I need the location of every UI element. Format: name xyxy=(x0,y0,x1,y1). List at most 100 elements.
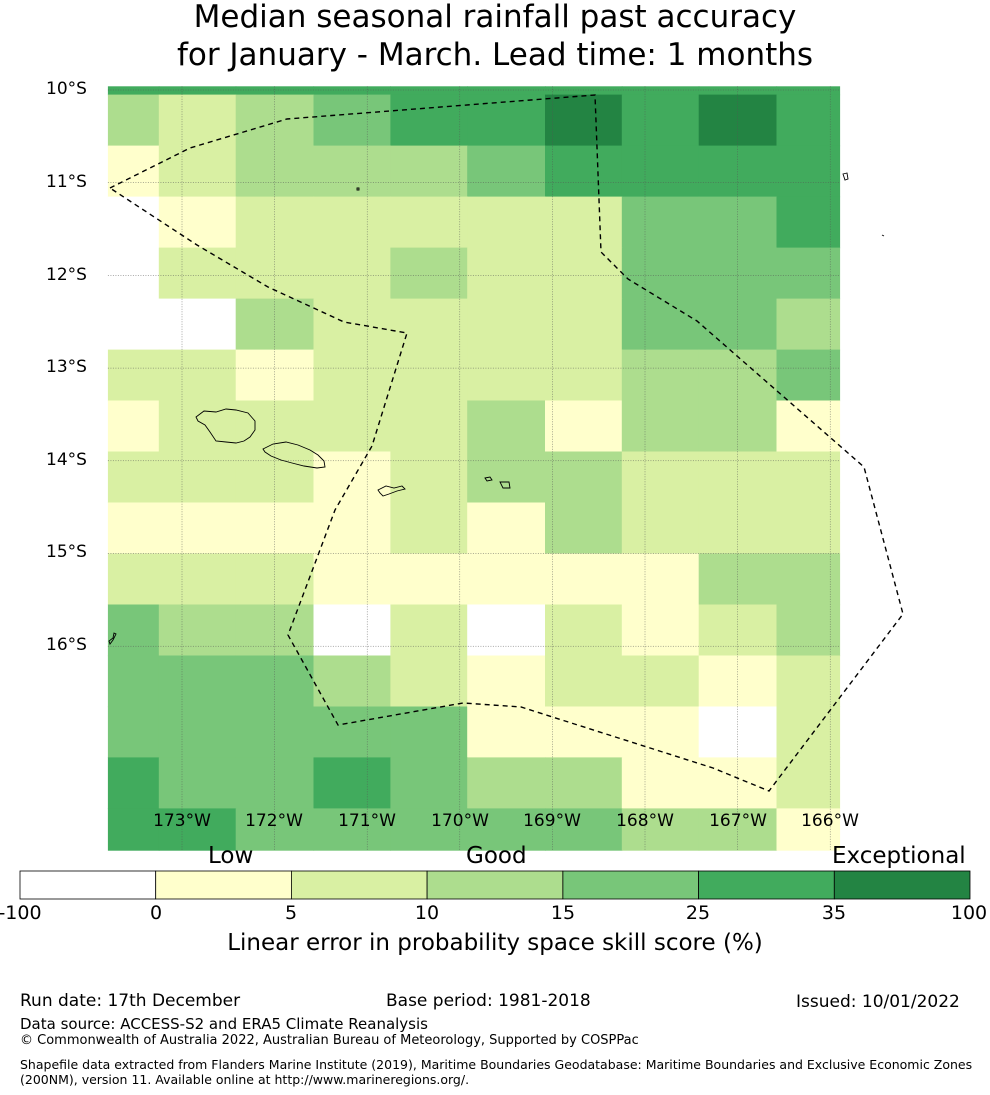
skill-cell xyxy=(621,247,700,300)
colorbar-axis-label: Linear error in probability space skill … xyxy=(227,930,763,956)
skill-cell xyxy=(698,451,778,504)
skill-cell xyxy=(158,553,237,606)
tau-island-outline xyxy=(499,481,511,489)
skill-cell xyxy=(107,655,160,708)
map-title-line-1: Median seasonal rainfall past accuracy xyxy=(193,0,797,35)
skill-cell xyxy=(698,757,778,809)
skill-cell xyxy=(107,247,160,300)
skill-cell xyxy=(621,86,700,96)
skill-cell xyxy=(467,298,546,351)
skill-cell xyxy=(158,400,237,453)
skill-cell xyxy=(313,706,391,759)
skill-cell xyxy=(107,86,160,96)
skill-cell xyxy=(467,86,546,96)
skill-cell xyxy=(390,86,468,96)
lon-label: 171°W xyxy=(338,811,396,831)
atoll-outline-sw xyxy=(108,632,117,645)
skill-cell xyxy=(621,298,700,351)
skill-cell xyxy=(698,553,778,606)
lon-label: 166°W xyxy=(801,811,859,831)
skill-cell xyxy=(698,86,778,96)
skill-cell xyxy=(390,145,468,198)
data-source: Data source: ACCESS-S2 and ERA5 Climate … xyxy=(20,1015,428,1033)
lon-label: 173°W xyxy=(153,811,211,831)
skill-cell xyxy=(698,604,778,657)
skill-cell xyxy=(158,808,237,851)
skill-cell xyxy=(158,604,237,657)
skill-cell xyxy=(390,451,468,504)
skill-cell xyxy=(158,196,237,249)
skill-cell xyxy=(313,553,391,606)
run-date: Run date: 17th December xyxy=(20,991,241,1011)
skill-cell xyxy=(776,502,841,555)
skill-cell xyxy=(698,196,778,249)
category-good: Good xyxy=(466,843,527,869)
skill-cell xyxy=(621,757,700,809)
skill-cell xyxy=(621,94,700,147)
skill-cell xyxy=(313,757,391,809)
skill-cell xyxy=(390,349,468,402)
skill-cell xyxy=(621,604,700,657)
skill-cell xyxy=(158,502,237,555)
skill-cell xyxy=(698,655,778,708)
lat-label: 10°S xyxy=(46,79,87,99)
skill-cell xyxy=(390,400,468,453)
skill-cell xyxy=(545,655,623,708)
skill-cell xyxy=(158,706,237,759)
eez-boundary xyxy=(108,94,904,792)
skill-cell xyxy=(313,298,391,351)
skill-cell xyxy=(158,757,237,809)
skill-cell xyxy=(235,553,315,606)
skill-cell xyxy=(776,706,841,759)
skill-cell xyxy=(545,706,623,759)
skill-cell xyxy=(313,196,391,249)
skill-cell xyxy=(235,349,315,402)
skill-cell xyxy=(698,94,778,147)
skill-cell xyxy=(545,86,623,96)
skill-cell xyxy=(776,451,841,504)
skill-cell xyxy=(235,400,315,453)
skill-cell xyxy=(313,502,391,555)
skill-cell xyxy=(545,502,623,555)
skill-cell xyxy=(107,553,160,606)
skill-cell xyxy=(621,553,700,606)
skill-cell xyxy=(313,604,391,657)
skill-cell xyxy=(545,196,623,249)
skill-cell xyxy=(390,196,468,249)
skill-cell xyxy=(313,145,391,198)
shapefile-credit-line-1: Shapefile data extracted from Flanders M… xyxy=(20,1057,973,1072)
skill-cell xyxy=(107,451,160,504)
skill-cell xyxy=(621,655,700,708)
skill-cell xyxy=(698,502,778,555)
skill-cell xyxy=(776,86,841,96)
skill-cell xyxy=(158,655,237,708)
skill-cell xyxy=(467,451,546,504)
skill-cell xyxy=(390,706,468,759)
skill-cell xyxy=(235,604,315,657)
lat-label: 14°S xyxy=(46,450,87,470)
skill-cell xyxy=(107,757,160,809)
skill-cell xyxy=(545,349,623,402)
skill-cell xyxy=(776,655,841,708)
skill-cell xyxy=(107,706,160,759)
skill-cell xyxy=(107,145,160,198)
colorbar-tick: 15 xyxy=(550,902,576,924)
skill-cell xyxy=(467,757,546,809)
skill-cell xyxy=(621,145,700,198)
skill-cell xyxy=(107,502,160,555)
skill-cell xyxy=(621,400,700,453)
skill-cell xyxy=(776,94,841,147)
skill-cell xyxy=(313,451,391,504)
colorbar-segment xyxy=(562,870,700,900)
skill-cell xyxy=(545,553,623,606)
skill-cell xyxy=(313,400,391,453)
skill-cell xyxy=(545,247,623,300)
skill-cell xyxy=(313,808,391,851)
map-title-line-2: for January - March. Lead time: 1 months xyxy=(176,37,814,73)
skill-cell xyxy=(545,757,623,809)
skill-cell xyxy=(545,808,623,851)
skill-cell xyxy=(158,451,237,504)
skill-cell xyxy=(313,86,391,96)
skill-cell xyxy=(107,604,160,657)
